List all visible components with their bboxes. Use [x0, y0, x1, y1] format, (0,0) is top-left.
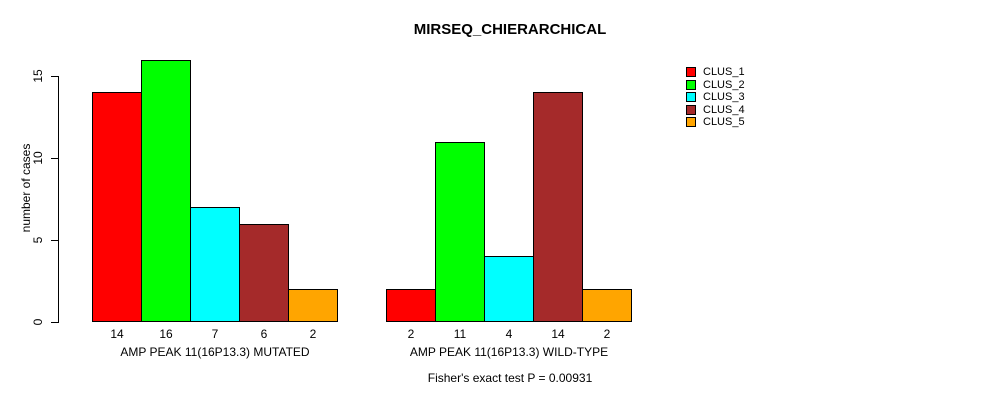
bar-value-label: 4: [505, 327, 513, 341]
bar-clus_4: [239, 224, 289, 322]
legend-item: CLUS_4: [686, 104, 745, 117]
legend-color-swatch: [686, 104, 696, 115]
bar-value-label: 11: [453, 327, 467, 341]
y-tick-label: 5: [31, 236, 45, 244]
bar-clus_1: [92, 92, 142, 322]
legend-item: CLUS_1: [686, 66, 745, 79]
legend-color-swatch: [686, 67, 696, 78]
legend: CLUS_1 CLUS_2 CLUS_3 CLUS_4 CLUS_5: [686, 66, 745, 129]
bar-value-label: 7: [211, 327, 219, 341]
bar-value-label: 16: [159, 327, 173, 341]
group-label: AMP PEAK 11(16P13.3) WILD-TYPE: [409, 345, 609, 359]
y-tick-label: 15: [31, 69, 45, 83]
y-tick-mark: [51, 75, 58, 77]
bar-clus_2: [435, 142, 485, 322]
bar-clus_4: [533, 92, 583, 322]
chart-title: MIRSEQ_CHIERARCHICAL: [413, 21, 607, 38]
legend-item: CLUS_5: [686, 116, 745, 129]
legend-color-swatch: [686, 92, 696, 103]
legend-label: CLUS_4: [703, 103, 745, 116]
bar-value-label: 14: [110, 327, 124, 341]
legend-label: CLUS_2: [703, 78, 745, 91]
group-label: AMP PEAK 11(16P13.3) MUTATED: [120, 345, 310, 359]
bar-clus_2: [141, 60, 191, 322]
bar-clus_1: [386, 289, 436, 322]
bar-clus_5: [288, 289, 338, 322]
bar-value-label: 2: [603, 327, 611, 341]
legend-item: CLUS_2: [686, 79, 745, 92]
annotation-text: Fisher's exact test P = 0.00931: [427, 371, 593, 385]
bar-value-label: 14: [551, 327, 565, 341]
legend-label: CLUS_3: [703, 91, 745, 103]
bar-value-label: 6: [260, 327, 268, 341]
y-tick-label: 0: [31, 318, 45, 326]
bar-clus_5: [582, 289, 632, 322]
legend-color-swatch: [686, 79, 696, 90]
legend-color-swatch: [686, 117, 696, 128]
bar-value-label: 2: [309, 327, 317, 341]
bar-clus_3: [190, 207, 240, 322]
y-tick-mark: [51, 239, 58, 241]
legend-item: CLUS_3: [686, 91, 745, 104]
y-tick-label: 10: [31, 151, 45, 165]
y-tick-mark: [51, 321, 58, 323]
y-axis-line: [58, 76, 59, 323]
y-tick-mark: [51, 157, 58, 159]
legend-label: CLUS_1: [703, 66, 745, 78]
bar-value-label: 2: [407, 327, 415, 341]
legend-label: CLUS_5: [703, 116, 745, 128]
bar-clus_3: [484, 256, 534, 322]
